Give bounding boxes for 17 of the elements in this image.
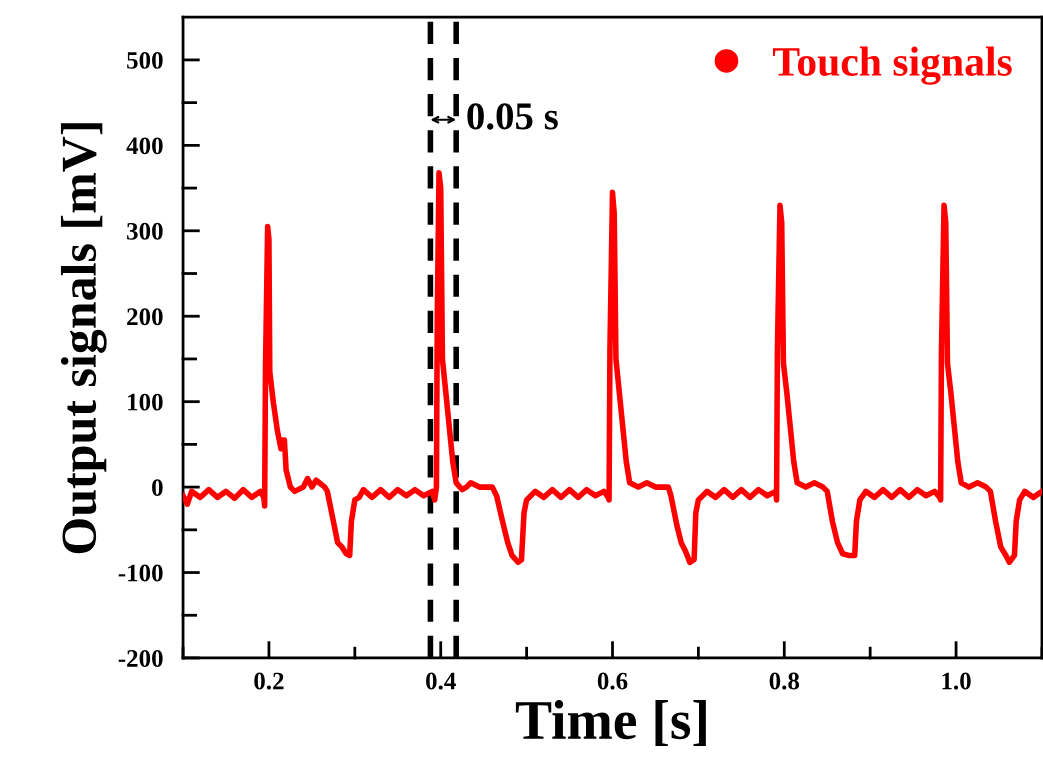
x-axis-title: Time [s]: [515, 700, 706, 747]
x-tick-label: 0.8: [769, 672, 800, 690]
x-tick-label: 0.2: [254, 672, 284, 690]
legend-label: Touch signals: [772, 46, 1012, 85]
y-axis-title: Output signals [mV]: [60, 123, 107, 554]
annotation: 0.05 s: [467, 103, 558, 130]
y-tick-label: 0: [152, 479, 163, 497]
y-tick-label: 400: [126, 137, 163, 155]
y-tick-label: 500: [127, 51, 163, 69]
y-tick-label: 300: [127, 222, 163, 240]
x-tick-label: 0.4: [426, 672, 456, 690]
y-tick-label: 200: [127, 308, 163, 326]
y-tick-label: -100: [118, 564, 163, 582]
y-tick-label: -200: [118, 650, 163, 667]
y-tick-label: 100: [128, 393, 163, 411]
x-tick-label: 1.0: [942, 672, 971, 690]
x-tick-label: 0.6: [597, 672, 628, 690]
